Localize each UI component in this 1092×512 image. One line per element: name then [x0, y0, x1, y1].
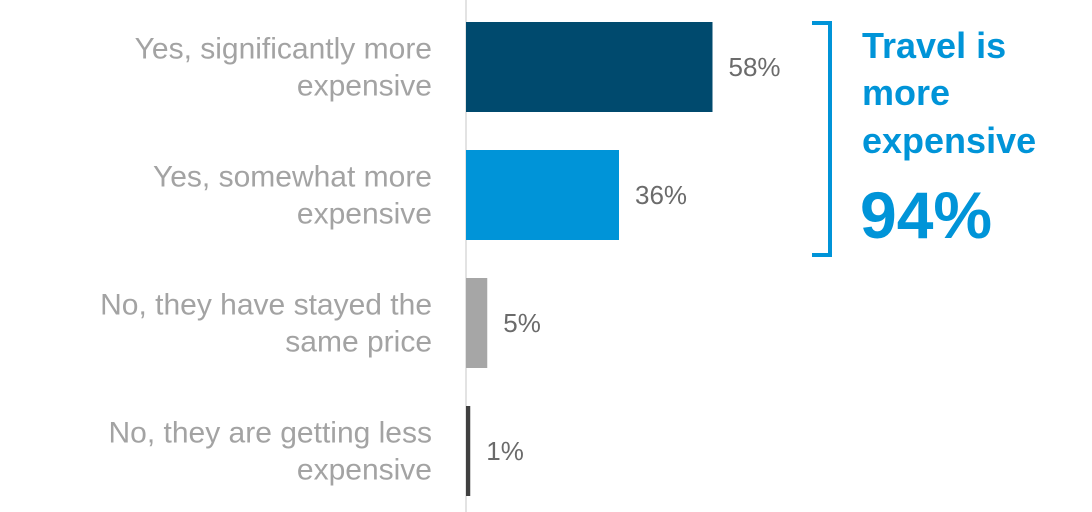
bar-1 [466, 22, 713, 112]
callout-line-3: expensive [862, 120, 1036, 161]
category-label-3-line-1: No, they have stayed the [100, 289, 432, 322]
callout: Travel is more expensive 94% [812, 21, 1036, 257]
category-label-1-line-2: expensive [297, 70, 432, 103]
bar-3 [466, 278, 488, 368]
callout-line-1: Travel is [862, 25, 1006, 66]
value-label-2: 36% [635, 180, 687, 210]
category-label-4-line-2: expensive [297, 454, 432, 487]
category-label-3-line-2: same price [285, 326, 432, 359]
bar-4 [466, 406, 471, 496]
callout-value: 94% [860, 178, 992, 252]
value-label-3: 5% [503, 308, 541, 338]
bars-layer [466, 22, 713, 496]
callout-bracket [812, 21, 832, 257]
category-label-1-line-1: Yes, significantly more [135, 33, 432, 66]
callout-line-2: more [862, 72, 950, 113]
category-labels-layer: Yes, significantly more expensive Yes, som… [100, 33, 432, 487]
value-label-4: 1% [486, 436, 524, 466]
value-label-1: 58% [729, 52, 781, 82]
bar-2 [466, 150, 619, 240]
value-labels-layer: 58% 36% 5% 1% [486, 52, 780, 466]
category-label-2-line-2: expensive [297, 198, 432, 231]
category-label-4-line-1: No, they are getting less [108, 417, 432, 450]
category-label-2-line-1: Yes, somewhat more [153, 161, 432, 194]
